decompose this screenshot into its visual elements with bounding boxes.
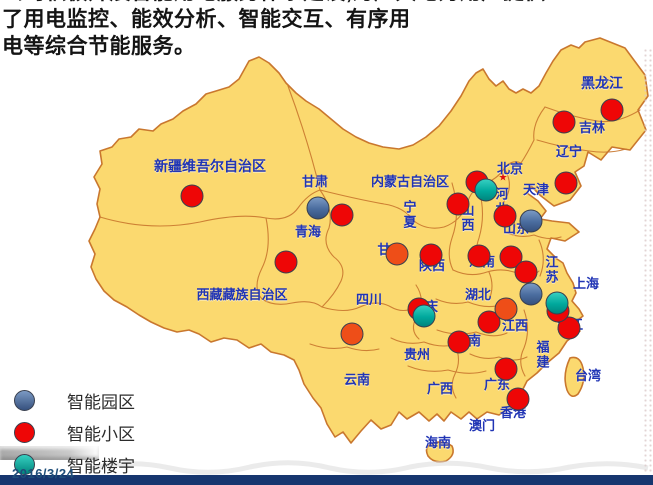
marker-community-dot [499, 245, 523, 269]
marker-building-dot [474, 178, 498, 202]
marker-community-dot [494, 357, 518, 381]
footer-bar [0, 475, 653, 485]
province-label: 吉林 [578, 120, 606, 135]
province-label: 上海 [572, 276, 600, 291]
province-label: 黑龙江 [581, 75, 623, 91]
marker-community-dot [600, 98, 624, 122]
legend-row-park: 智能园区 [12, 384, 135, 416]
legend-row-building: 智能楼宇 [12, 448, 135, 480]
province-label: 福建 [534, 340, 550, 370]
top-paragraph: 公司积极开展智能用电服务体系建设,为广大电力用户提供 了用电监控、能效分析、智能… [2, 0, 642, 60]
province-label: 新疆维吾尔自治区 [154, 158, 266, 174]
marker-park-dot [519, 282, 543, 306]
marker-community-orange-dot [494, 297, 518, 321]
marker-community-dot [180, 184, 204, 208]
province-label: 辽宁 [555, 144, 583, 159]
paragraph-line-3: 电等综合节能服务。 [2, 35, 196, 58]
province-label: 甘肃 [301, 174, 329, 189]
marker-building-dot [545, 291, 569, 315]
marker-community-dot [552, 110, 576, 134]
province-label: 天津 [522, 182, 550, 197]
china-outline [88, 37, 649, 444]
province-label: 江苏 [543, 255, 559, 285]
legend-swatch-park-icon [14, 389, 35, 411]
province-label: 海南 [424, 435, 452, 450]
marker-community-dot [274, 250, 298, 274]
marker-community-orange-dot [385, 242, 409, 266]
marker-park-dot [306, 196, 330, 220]
province-label: 澳门 [468, 418, 496, 433]
marker-community-dot [554, 171, 578, 195]
marker-park-dot [519, 209, 543, 233]
legend-swatch-community-icon [14, 421, 35, 443]
marker-community-dot [506, 387, 530, 411]
province-label: 云南 [343, 372, 371, 387]
province-label: 湖北 [464, 287, 492, 302]
taiwan-island [564, 356, 585, 398]
legend-label: 智能园区 [67, 392, 135, 412]
marker-community-orange-dot [340, 322, 364, 346]
province-label: 广东 [483, 377, 511, 392]
legend: 智能园区智能小区智能楼宇 [12, 384, 135, 480]
legend-swatch-building-icon [14, 453, 35, 475]
paragraph-line-2: 了用电监控、能效分析、智能交互、有序用 [2, 8, 411, 31]
marker-community-dot [446, 192, 470, 216]
province-label: 青海 [294, 224, 322, 239]
province-label: 广西 [426, 381, 454, 396]
slide-date: 2016/3/24 [12, 466, 75, 481]
province-label: 贵州 [403, 347, 431, 362]
marker-building-dot [412, 304, 436, 328]
province-label: 江西 [501, 318, 529, 333]
slide-edge-texture [643, 48, 653, 472]
legend-row-community: 智能小区 [12, 416, 135, 448]
legend-label: 智能楼宇 [67, 456, 135, 476]
marker-community-dot [514, 260, 538, 284]
marker-community-dot [419, 243, 443, 267]
marker-community-dot [467, 244, 491, 268]
paragraph-line-clipped: 公司积极开展智能用电服务体系建设,为广大电力用户提供 [2, 0, 642, 6]
province-label: 内蒙古自治区 [370, 174, 450, 189]
marker-community-dot [493, 204, 517, 228]
province-label: 宁夏 [401, 200, 417, 230]
watermark-squiggle [90, 460, 649, 475]
marker-community-dot [447, 330, 471, 354]
legend-label: 智能小区 [67, 424, 135, 444]
beijing-star-icon: ★ [498, 172, 508, 184]
province-label: 台湾 [574, 368, 602, 383]
marker-community-dot [477, 310, 501, 334]
province-label: 西藏藏族自治区 [196, 287, 288, 302]
marker-community-dot [330, 203, 354, 227]
province-label: 北京 [496, 161, 524, 176]
province-label: 四川 [355, 292, 383, 307]
marker-community-dot [557, 316, 581, 340]
